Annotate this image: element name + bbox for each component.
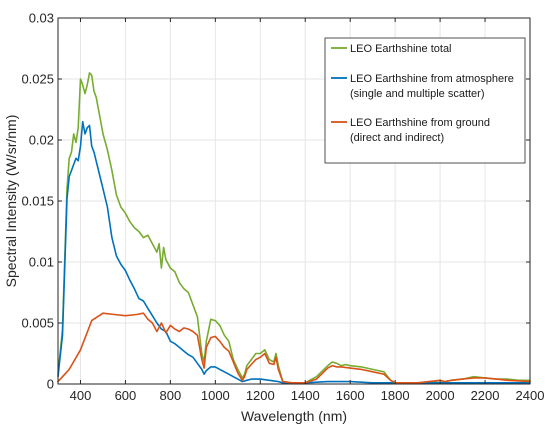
y-tick-labels: 0 0.005 0.01 0.015 0.02 0.025 0.03 xyxy=(21,11,54,392)
x-tick-label: 2200 xyxy=(471,388,500,403)
x-tick-label: 1000 xyxy=(201,388,230,403)
legend: LEO Earthshine total LEO Earthshine from … xyxy=(324,37,526,164)
x-tick-label: 2400 xyxy=(516,388,545,403)
x-tick-label: 600 xyxy=(115,388,137,403)
y-axis-title: Spectral Intensity (W/sr/nm) xyxy=(3,115,19,288)
y-tick-label: 0.005 xyxy=(21,316,54,331)
x-tick-label: 1800 xyxy=(381,388,410,403)
series-line-total xyxy=(57,72,531,384)
legend-label: (single and multiple scatter) xyxy=(350,88,485,100)
x-tick-label: 800 xyxy=(160,388,182,403)
x-tick-label: 1400 xyxy=(291,388,320,403)
y-tick-label: 0.01 xyxy=(29,255,54,270)
y-tick-label: 0 xyxy=(47,377,54,392)
legend-label: LEO Earthshine from ground xyxy=(350,117,490,129)
legend-label: LEO Earthshine from atmosphere xyxy=(350,73,514,85)
x-axis-title: Wavelength (nm) xyxy=(241,408,347,424)
tick-marks xyxy=(58,17,531,385)
legend-entries: LEO Earthshine total LEO Earthshine from … xyxy=(331,43,514,144)
series-line-ground xyxy=(57,312,531,384)
x-tick-label: 1600 xyxy=(336,388,365,403)
x-tick-labels: 400 600 800 1000 1200 1400 1600 1800 2000 2200 240… xyxy=(70,388,545,403)
legend-entry-total: LEO Earthshine total xyxy=(331,43,452,55)
y-tick-label: 0.025 xyxy=(21,72,54,87)
y-tick-label: 0.03 xyxy=(29,11,54,26)
legend-entry-ground: LEO Earthshine from ground (direct and in… xyxy=(331,117,490,144)
x-tick-label: 400 xyxy=(70,388,92,403)
x-tick-label: 1200 xyxy=(246,388,275,403)
series-layer xyxy=(57,72,531,384)
y-tick-label: 0.015 xyxy=(21,194,54,209)
legend-box xyxy=(324,37,526,164)
legend-label: (direct and indirect) xyxy=(350,132,444,144)
legend-entry-atmosphere: LEO Earthshine from atmosphere (single an… xyxy=(331,73,514,100)
x-tick-label: 2000 xyxy=(426,388,455,403)
series-line-atmosphere xyxy=(57,120,531,384)
legend-label: LEO Earthshine total xyxy=(350,43,452,55)
y-tick-label: 0.02 xyxy=(29,133,54,148)
